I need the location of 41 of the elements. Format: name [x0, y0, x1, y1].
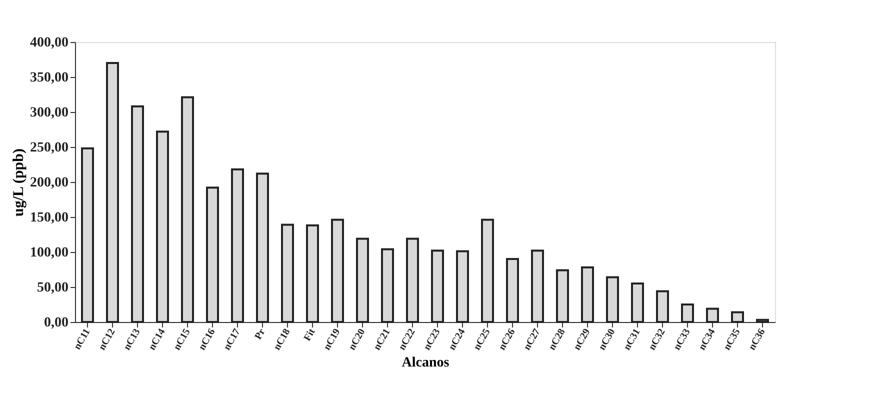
bar — [581, 266, 594, 323]
y-tick-label: 50,00 — [37, 280, 68, 296]
y-tick-label: 400,00 — [30, 36, 68, 50]
bar — [606, 276, 619, 323]
bar — [431, 250, 444, 323]
x-tick-label: Fit — [302, 326, 318, 344]
bar — [656, 290, 669, 323]
bar — [156, 130, 169, 323]
y-tick-label: 150,00 — [30, 210, 68, 226]
y-axis-title: ug/L (ppb) — [11, 148, 27, 216]
bar — [506, 258, 519, 323]
bar — [106, 62, 119, 323]
y-tick-label: 0,00 — [44, 316, 68, 330]
y-tick-label: 200,00 — [30, 176, 68, 190]
bar — [131, 105, 144, 323]
bar — [306, 224, 319, 323]
bar — [706, 308, 719, 323]
bar — [731, 311, 744, 323]
x-axis-title: Alcanos — [402, 356, 450, 371]
bar — [381, 248, 394, 323]
bar — [356, 238, 369, 323]
bar — [481, 218, 494, 323]
bar — [756, 318, 769, 323]
bar — [456, 250, 469, 323]
bar — [556, 269, 569, 323]
y-tick-label: 300,00 — [30, 106, 68, 120]
bar — [631, 282, 644, 323]
y-tick-label: 100,00 — [30, 246, 68, 260]
x-tick-label: Pr — [252, 326, 268, 342]
bar — [681, 304, 694, 323]
bar — [256, 172, 269, 323]
bar — [531, 250, 544, 323]
y-tick-label: 250,00 — [30, 140, 68, 156]
bar — [81, 147, 94, 323]
bar — [206, 186, 219, 323]
y-tick-label: 350,00 — [30, 70, 68, 86]
bar — [406, 238, 419, 323]
bar — [181, 96, 194, 323]
bar — [331, 218, 344, 323]
bar — [231, 168, 244, 323]
bar — [281, 224, 294, 323]
